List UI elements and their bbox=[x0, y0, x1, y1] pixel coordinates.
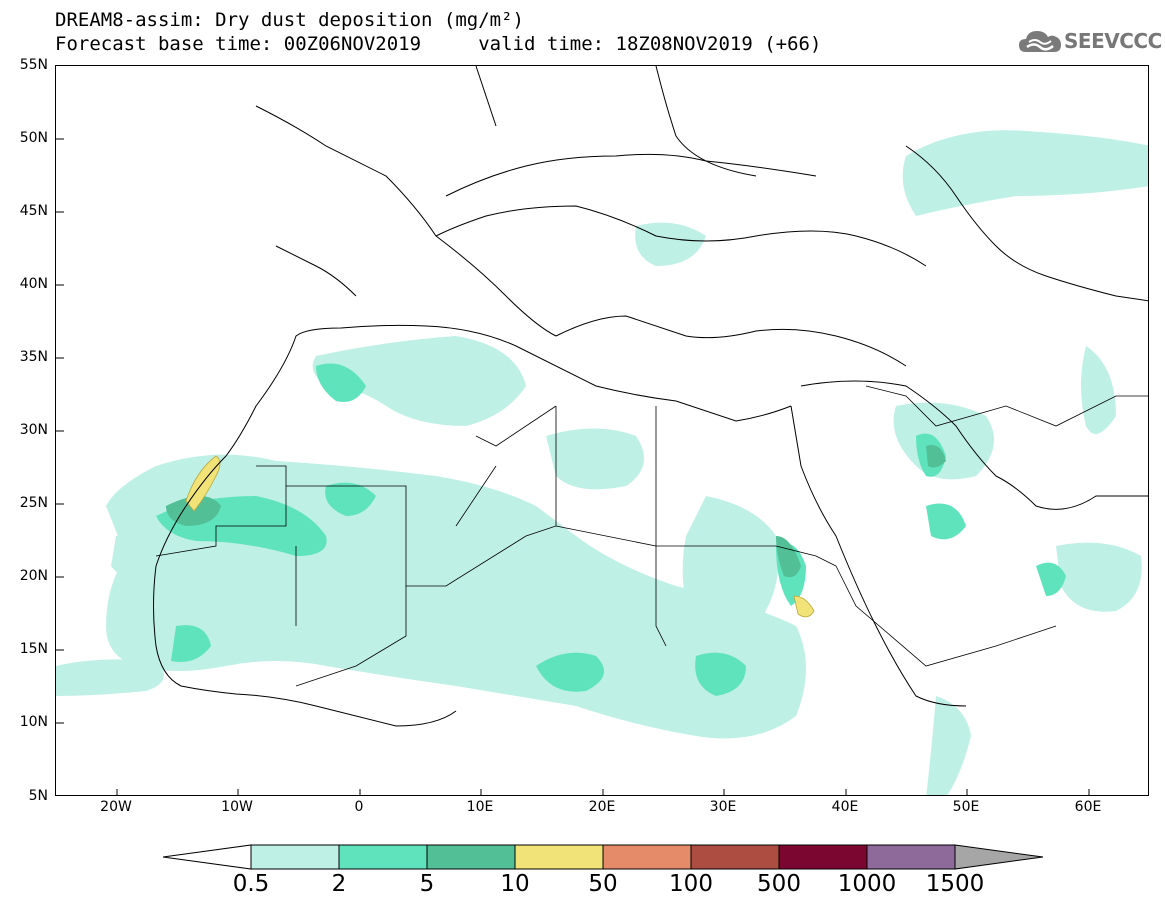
colorbar-label: 1500 bbox=[925, 871, 985, 897]
colorbar-segment bbox=[250, 844, 340, 870]
lat-label: 35N bbox=[19, 349, 48, 365]
lon-label: 20W bbox=[100, 799, 132, 815]
colorbar-label: 50 bbox=[588, 871, 618, 897]
colorbar-segment bbox=[338, 844, 428, 870]
lat-label: 30N bbox=[19, 422, 48, 438]
colorbar-label: 2 bbox=[331, 871, 347, 897]
lon-label: 20E bbox=[588, 799, 616, 815]
colorbar-segment bbox=[602, 844, 692, 870]
colorbar-segment bbox=[514, 844, 604, 870]
political-boundaries bbox=[155, 385, 1148, 687]
cloud-icon bbox=[1019, 31, 1061, 52]
colorbar-max-arrow bbox=[954, 844, 1043, 870]
lat-label: 50N bbox=[19, 130, 48, 146]
colorbar-label: 100 bbox=[669, 871, 713, 897]
colorbar bbox=[163, 844, 1043, 870]
colorbar-label: 500 bbox=[757, 871, 801, 897]
lon-label: 40E bbox=[831, 799, 859, 815]
colorbar-segment bbox=[866, 844, 956, 870]
colorbar-label: 1000 bbox=[837, 871, 897, 897]
map-area[interactable] bbox=[55, 65, 1149, 796]
colorbar-min-arrow bbox=[163, 844, 252, 870]
dust-deposition-map bbox=[56, 66, 1148, 795]
lon-label: 60E bbox=[1074, 799, 1102, 815]
lon-label: 30E bbox=[709, 799, 737, 815]
lat-label: 45N bbox=[19, 203, 48, 219]
tick-marks bbox=[56, 138, 1090, 795]
colorbar-segment bbox=[426, 844, 516, 870]
seevccc-logo: SEEVCCC bbox=[1018, 26, 1162, 58]
lat-label: 40N bbox=[19, 276, 48, 292]
colorbar-segment bbox=[690, 844, 780, 870]
lon-label: 50E bbox=[952, 799, 980, 815]
logo-text: SEEVCCC bbox=[1064, 29, 1162, 53]
country-borders bbox=[153, 66, 1148, 727]
lon-label: 10E bbox=[466, 799, 494, 815]
lat-label: 25N bbox=[19, 495, 48, 511]
lat-label: 10N bbox=[19, 714, 48, 730]
dust-contours-high bbox=[185, 455, 815, 618]
chart-title: DREAM8-assim: Dry dust deposition (mg/m²… bbox=[55, 9, 524, 31]
colorbar-segment bbox=[778, 844, 868, 870]
lat-label: 55N bbox=[19, 57, 48, 73]
lon-label: 10W bbox=[221, 799, 253, 815]
lat-label: 20N bbox=[19, 568, 48, 584]
colorbar-label: 5 bbox=[419, 871, 435, 897]
lat-label: 5N bbox=[28, 788, 48, 804]
colorbar-label: 0.5 bbox=[232, 871, 270, 897]
lon-label: 0 bbox=[354, 799, 364, 815]
lat-label: 15N bbox=[19, 641, 48, 657]
colorbar-label: 10 bbox=[500, 871, 530, 897]
forecast-time-line: Forecast base time: 00Z06NOV2019 valid t… bbox=[55, 33, 822, 55]
